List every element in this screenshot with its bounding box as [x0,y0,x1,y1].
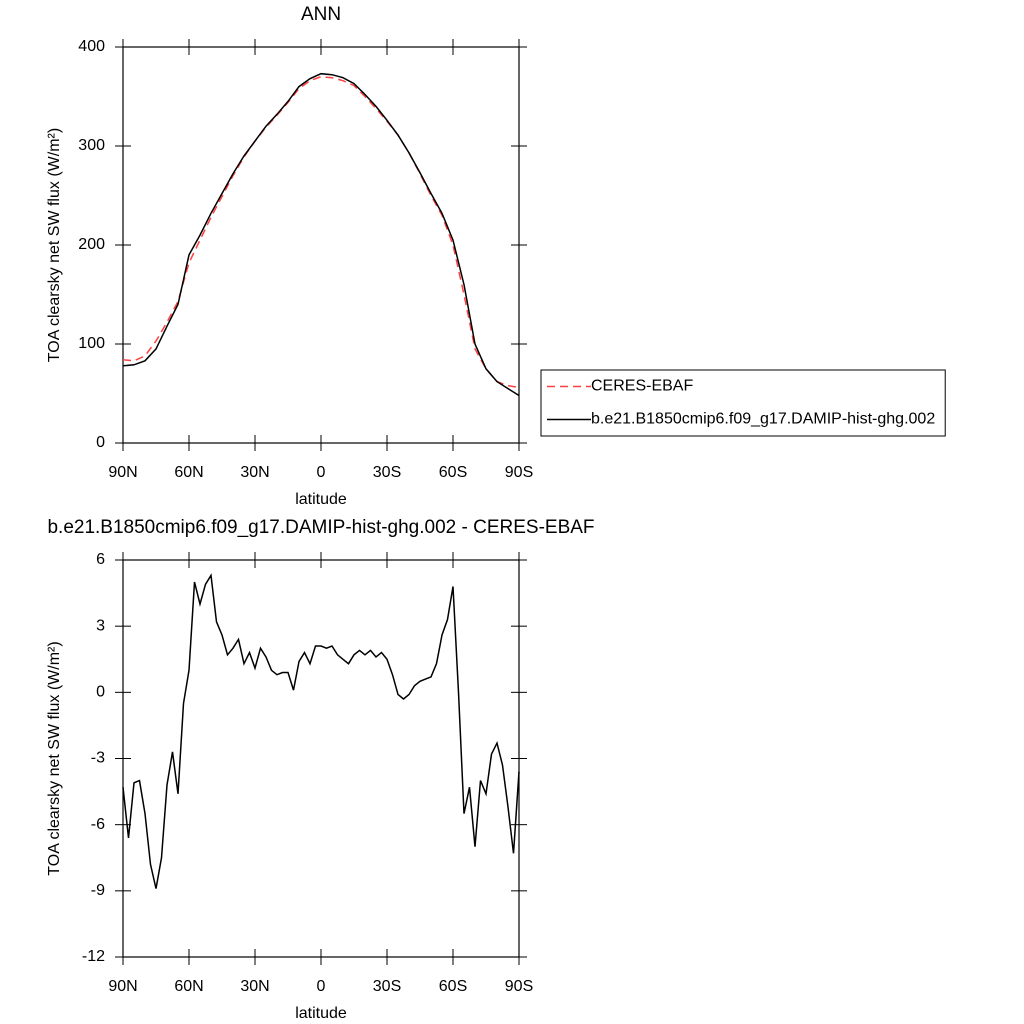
y-tick-label: -9 [91,882,105,899]
x-tick-label: 90N [108,464,137,481]
y-tick-label: 3 [96,617,105,634]
y-tick-label: -12 [82,948,105,965]
legend-box [540,369,946,437]
x-tick-label: 60S [439,464,467,481]
x-tick-label: 0 [317,978,326,995]
y-tick-label: 0 [96,684,105,701]
legend-label: CERES-EBAF [591,378,693,395]
x-tick-label: 30S [373,978,401,995]
y-axis-label: TOA clearsky net SW flux (W/m²) [46,128,63,362]
plot-frame [122,46,520,444]
x-tick-label: 60N [174,464,203,481]
x-tick-label: 30S [373,464,401,481]
x-axis-label: latitude [295,491,347,508]
x-tick-label: 30N [240,978,269,995]
legend-label: b.e21.B1850cmip6.f09_g17.DAMIP-hist-ghg.… [591,411,935,428]
x-tick-label: 90N [108,978,137,995]
y-tick-label: 6 [96,551,105,568]
data-line [122,72,520,397]
y-tick-label: -3 [91,750,105,767]
y-tick-label: 0 [96,434,105,451]
chart-title: b.e21.B1850cmip6.f09_g17.DAMIP-hist-ghg.… [47,517,594,538]
data-line [122,573,520,889]
plot-frame [122,559,520,958]
data-line [122,75,520,389]
legend: CERES-EBAF b.e21.B1850cmip6.f09_g17.DAMIP… [540,369,946,437]
chart-title: ANN [301,4,341,25]
x-tick-label: 60N [174,978,203,995]
y-tick-label: 100 [78,335,105,352]
y-tick-label: 400 [78,38,105,55]
x-axis-label: latitude [295,1005,347,1022]
x-tick-label: 60S [439,978,467,995]
y-axis-label: TOA clearsky net SW flux (W/m²) [46,641,63,875]
y-tick-label: 300 [78,137,105,154]
x-tick-label: 90S [505,978,533,995]
x-tick-label: 0 [317,464,326,481]
y-tick-label: -6 [91,816,105,833]
x-tick-label: 30N [240,464,269,481]
x-tick-label: 90S [505,464,533,481]
y-tick-label: 200 [78,236,105,253]
